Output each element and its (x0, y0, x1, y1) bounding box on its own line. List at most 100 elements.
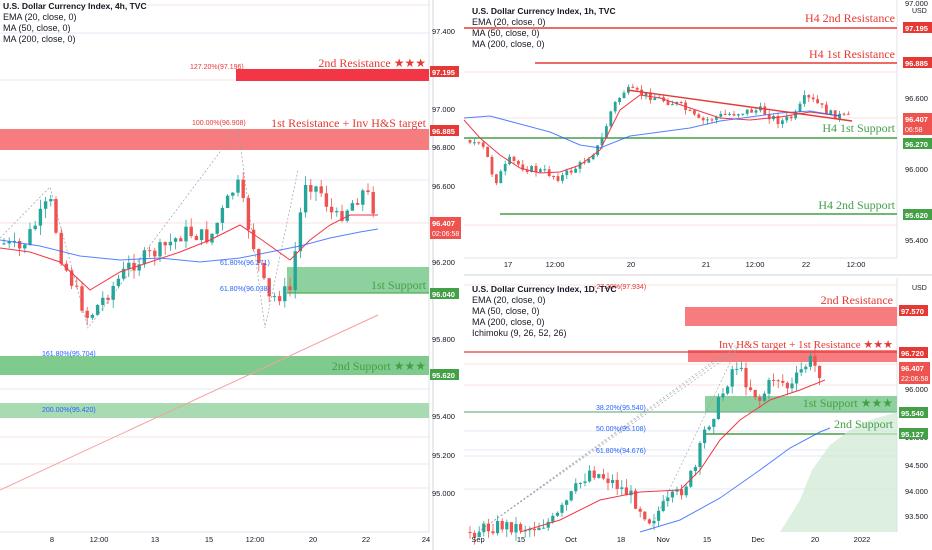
candle-body (519, 524, 523, 531)
p1h-price-tag: 97.195 (905, 24, 928, 33)
candle-body (54, 199, 58, 233)
candle-body (2, 243, 6, 245)
p1d-x-tick: 20 (811, 535, 819, 544)
p1d-x-axis: Sep 15 Oct 18 Nov 15 Dec 20 2022 (471, 535, 870, 544)
p4h-last-bg (430, 217, 461, 239)
candle-body (820, 103, 824, 105)
candle-body (684, 486, 688, 496)
p1d-fib-618: 61.80%(94.676) (596, 448, 646, 455)
candle-body (762, 393, 766, 401)
p4h-harmonic-pattern (0, 127, 299, 329)
p1h-x-axis: 17 12:00 20 21 12:00 22 12:00 (504, 260, 866, 269)
candle-body (565, 500, 569, 505)
candle-body (246, 197, 251, 230)
candle-body (723, 113, 727, 115)
candle-body (606, 478, 610, 484)
candle-body (781, 380, 785, 383)
candle-body (597, 474, 601, 478)
candle-body (653, 98, 657, 101)
candle-body (833, 110, 837, 120)
candle-body (634, 490, 638, 509)
candle-body (371, 191, 375, 214)
candle-body (277, 296, 282, 302)
candle-body (615, 479, 619, 489)
candle-body (288, 286, 292, 290)
candle-body (794, 111, 797, 119)
p1d-label-1st-resistance: Inv H&S target + 1st Resistance ★★★ (719, 339, 893, 351)
p1d-price-tag: 95.127 (901, 430, 924, 439)
p1h-x-tick: 12:00 (546, 260, 565, 269)
candle-body (666, 101, 670, 105)
p1d-y-tick: 94.500 (905, 461, 928, 470)
p4h-y-tick: 95.000 (432, 489, 455, 498)
candle-body (251, 229, 256, 250)
p1h-label-h4-2nd-resistance: H4 2nd Resistance (805, 11, 895, 25)
candle-body (319, 186, 323, 194)
p4h-y-tick: 96.600 (432, 182, 455, 191)
p1h-price-tag: 95.620 (905, 211, 928, 220)
candle-body (486, 146, 489, 157)
candle-body (592, 470, 596, 478)
p4h-tag-bg (430, 288, 459, 299)
candle-body (153, 250, 157, 257)
candle-body (804, 366, 808, 370)
p1d-label-2nd-support: 2nd Support (834, 417, 894, 431)
p1d-price-tag: 96.720 (901, 349, 924, 358)
candle-body (267, 278, 271, 297)
candle-body (49, 199, 53, 202)
candle-body (542, 527, 546, 529)
candle-body (23, 244, 27, 249)
candle-body (776, 115, 780, 125)
candle-body (111, 285, 115, 300)
p1d-x-tick: Oct (565, 535, 578, 544)
candle-body (283, 286, 287, 302)
candle-body (147, 250, 152, 252)
p1h-header: U.S. Dollar Currency Index, 1h, TVC EMA … (472, 6, 616, 50)
candle-body (578, 482, 582, 484)
candle-body (605, 126, 608, 138)
candle-body (158, 242, 162, 257)
p4h-x-tick: 12:00 (90, 535, 109, 544)
candle-body (767, 114, 771, 120)
p1h-trendline (626, 89, 853, 122)
candle-body (473, 142, 476, 144)
candle-body (530, 166, 533, 173)
candle-body (813, 355, 817, 366)
p4h-indicator: MA (200, close, 0) (3, 34, 76, 44)
candle-body (525, 169, 529, 173)
candle-body (744, 367, 748, 388)
candle-body (496, 521, 500, 534)
candle-body (652, 520, 656, 524)
candle-body (569, 170, 573, 173)
candle-body (512, 156, 516, 161)
p1d-x-tick: 15 (517, 535, 525, 544)
p1d-y-tick: 96.000 (905, 385, 928, 394)
p1d-header: U.S. Dollar Currency Index, 1D, TVC EMA … (472, 284, 617, 339)
p1d-grid (464, 284, 897, 386)
p4h-price-tag: 96.040 (432, 290, 455, 299)
candle-body (808, 355, 812, 367)
p4h-y-axis: 97.400 97.000 96.800 96.600 96.200 95.80… (432, 27, 455, 498)
candle-body (137, 264, 141, 271)
p4h-fib-1618: 161.80%(95.704) (42, 351, 96, 358)
candle-body (477, 142, 481, 144)
candle-body (785, 116, 789, 121)
candle-body (324, 193, 329, 207)
candle-body (735, 368, 739, 370)
candle-body (257, 249, 261, 263)
candle-body (220, 207, 225, 223)
p1h-last-bg (903, 113, 932, 135)
candle-body (482, 523, 486, 533)
candle-body (509, 522, 513, 533)
candle-body (345, 210, 349, 221)
p4h-fib-200: 200.00%(95.420) (42, 407, 96, 414)
candle-body (591, 154, 595, 160)
p4h-price-tag: 97.195 (432, 68, 455, 77)
candle-body (199, 229, 204, 241)
p1h-y-axis: 97.000 96.600 96.000 95.400 (905, 0, 928, 245)
candle-body (560, 504, 564, 513)
candle-body (491, 531, 495, 534)
candle-body (816, 99, 819, 104)
p1d-price-tag: 95.540 (901, 409, 924, 418)
candle-body (807, 95, 811, 98)
